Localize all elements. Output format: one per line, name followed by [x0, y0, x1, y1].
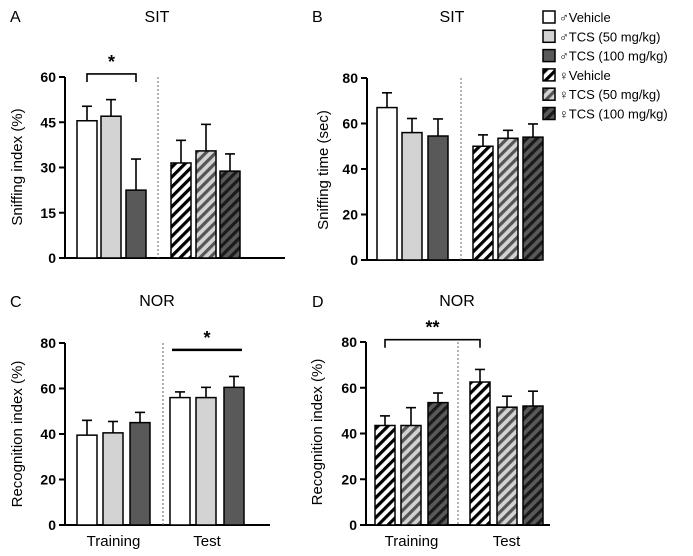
y-tick-label: 20: [40, 472, 56, 488]
significance-marker: *: [108, 52, 115, 72]
legend-swatch: [542, 48, 556, 63]
bar: [195, 150, 217, 259]
x-category-label: Test: [493, 533, 521, 550]
y-tick-label: 60: [40, 69, 56, 85]
legend-swatch: [542, 68, 556, 82]
legend-label: ♀Vehicle: [559, 68, 611, 83]
y-axis-label: Sniffing index (%): [9, 108, 26, 225]
x-category-label: Training: [87, 533, 141, 550]
bar: [129, 421, 151, 526]
y-tick-label: 40: [40, 426, 56, 442]
legend-label: ♂Vehicle: [559, 10, 611, 25]
y-tick-label: 0: [48, 250, 56, 266]
y-tick-label: 0: [349, 517, 357, 533]
panel-c: C NOR Recognition index (%) 0 20 40 60 80 Traini…: [9, 293, 270, 550]
bar: [169, 396, 191, 526]
bar: [376, 106, 398, 261]
bar: [427, 401, 449, 526]
y-axis-label: Recognition index (%): [309, 359, 326, 506]
legend-swatch: [542, 29, 556, 44]
y-tick-label: 80: [341, 334, 357, 350]
y-tick-label: 20: [342, 207, 358, 223]
legend-label: ♀TCS (50 mg/kg): [559, 87, 661, 102]
panel-title: SIT: [440, 9, 465, 26]
legend-label: ♂TCS (100 mg/kg): [559, 49, 668, 64]
panel-letter: C: [10, 294, 22, 311]
y-tick-label: 0: [48, 517, 56, 533]
significance-marker: *: [203, 328, 210, 348]
bar: [102, 432, 124, 526]
y-tick-label: 80: [342, 70, 358, 86]
chart-panels: A SIT Sniffing index (%) 0 15 30 45 60 * B SIT Snif…: [9, 9, 550, 550]
y-axis-label: Recognition index (%): [9, 361, 26, 508]
legend-swatch: [542, 106, 556, 121]
panel-title: NOR: [139, 293, 175, 310]
bar: [100, 115, 122, 259]
x-category-label: Training: [385, 533, 439, 550]
significance-marker: **: [425, 318, 439, 338]
bar: [496, 406, 518, 526]
legend: ♂Vehicle ♂TCS (50 mg/kg) ♂TCS (100 mg/kg) ♀…: [542, 10, 668, 122]
panel-title: SIT: [145, 9, 170, 26]
panel-letter: A: [10, 9, 21, 26]
panel-title: NOR: [439, 293, 475, 310]
bar: [374, 424, 396, 526]
y-tick-label: 40: [342, 161, 358, 177]
significance-bracket: [86, 73, 137, 82]
panel-d: D NOR Recognition index (%) 0 20 40 60 80 Traini…: [309, 293, 550, 550]
panel-letter: B: [312, 9, 323, 26]
x-category-label: Test: [193, 533, 221, 550]
bar: [170, 162, 192, 259]
bar: [76, 434, 98, 526]
y-tick-label: 80: [40, 335, 56, 351]
bar: [522, 136, 544, 261]
y-tick-label: 15: [40, 205, 56, 221]
legend-label: ♀TCS (100 mg/kg): [559, 107, 668, 122]
bar: [219, 170, 241, 259]
y-tick-label: 45: [40, 114, 56, 130]
legend-label: ♂TCS (50 mg/kg): [559, 29, 661, 44]
bar: [76, 119, 98, 259]
y-tick-label: 20: [341, 471, 357, 487]
panel-letter: D: [312, 294, 324, 311]
panel-b: B SIT Sniffing time (sec) 0 20 40 60 80: [312, 9, 544, 268]
y-axis-label: Sniffing time (sec): [315, 110, 332, 230]
bar: [427, 135, 449, 261]
bar: [472, 145, 494, 261]
y-tick-label: 60: [341, 380, 357, 396]
bar: [497, 137, 519, 261]
y-tick-label: 30: [40, 160, 56, 176]
panel-a: A SIT Sniffing index (%) 0 15 30 45 60 *: [9, 9, 285, 266]
significance-bracket: [384, 338, 481, 348]
bar: [125, 189, 147, 259]
bar: [223, 386, 245, 526]
bar: [522, 405, 544, 526]
bar: [400, 424, 422, 526]
legend-swatch: [542, 87, 556, 101]
y-tick-label: 60: [342, 116, 358, 132]
bar: [195, 396, 217, 526]
bar: [401, 131, 423, 261]
y-tick-label: 0: [350, 252, 358, 268]
legend-swatch: [542, 10, 556, 24]
y-tick-label: 60: [40, 381, 56, 397]
y-tick-label: 40: [341, 426, 357, 442]
bar: [469, 381, 491, 526]
